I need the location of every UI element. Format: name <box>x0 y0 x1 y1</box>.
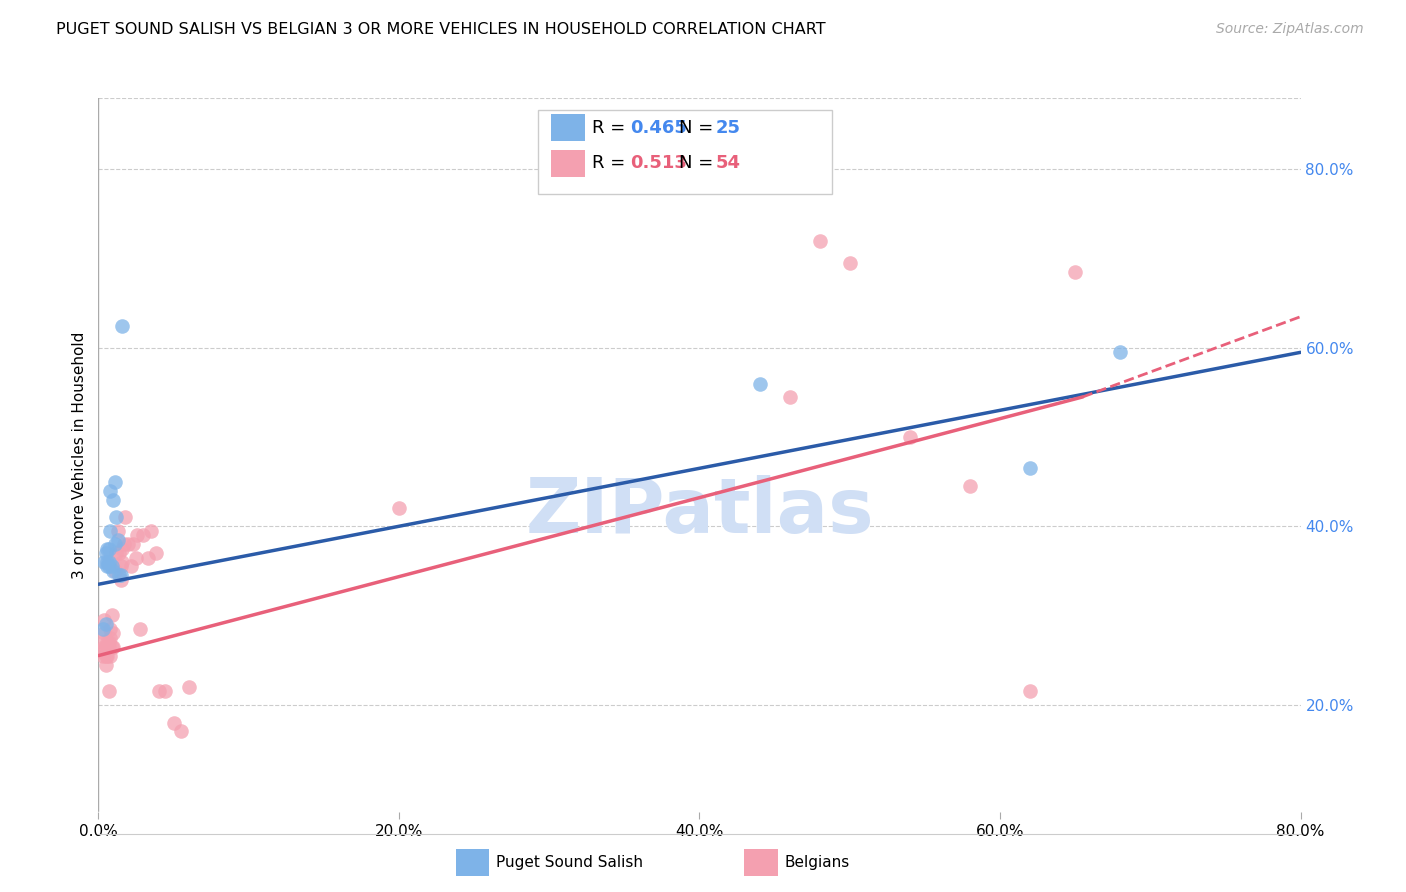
Point <box>898 430 921 444</box>
Point <box>100 622 122 636</box>
Point <box>117 537 139 551</box>
Point <box>94 657 117 672</box>
Point <box>110 573 132 587</box>
Point <box>91 635 114 649</box>
Point <box>101 640 124 654</box>
Point <box>91 622 114 636</box>
Point <box>104 564 127 578</box>
Y-axis label: 3 or more Vehicles in Household: 3 or more Vehicles in Household <box>72 331 87 579</box>
Point <box>107 533 129 547</box>
Text: Belgians: Belgians <box>785 855 849 870</box>
Point <box>94 640 117 654</box>
Text: N =: N = <box>679 119 718 136</box>
Text: 0.465: 0.465 <box>630 119 686 136</box>
Point <box>127 528 149 542</box>
Point <box>103 626 125 640</box>
Text: R =: R = <box>592 154 631 172</box>
Point <box>111 541 134 556</box>
Point <box>105 510 128 524</box>
Point <box>101 559 124 574</box>
Point <box>114 510 136 524</box>
Text: N =: N = <box>679 154 718 172</box>
Point <box>100 483 122 498</box>
Point <box>105 546 128 560</box>
Point <box>110 559 132 574</box>
Point <box>101 608 124 623</box>
Point <box>94 546 117 560</box>
Point <box>93 640 115 654</box>
Point <box>779 390 801 404</box>
Point <box>97 541 120 556</box>
Point <box>108 546 131 560</box>
Point <box>1019 684 1042 698</box>
Point <box>132 528 155 542</box>
Point <box>177 680 200 694</box>
Point <box>96 559 118 574</box>
Point <box>103 640 125 654</box>
Point <box>112 537 135 551</box>
Point <box>91 648 114 663</box>
Text: 0.513: 0.513 <box>630 154 686 172</box>
Point <box>129 622 152 636</box>
Point <box>1019 461 1042 475</box>
Point <box>93 555 115 569</box>
Point <box>94 617 117 632</box>
Text: PUGET SOUND SALISH VS BELGIAN 3 OR MORE VEHICLES IN HOUSEHOLD CORRELATION CHART: PUGET SOUND SALISH VS BELGIAN 3 OR MORE … <box>56 22 825 37</box>
Point <box>100 648 122 663</box>
Point <box>97 640 120 654</box>
Point <box>959 479 981 493</box>
Point <box>145 546 167 560</box>
Point <box>748 376 770 391</box>
Point <box>148 684 170 698</box>
Point <box>97 635 120 649</box>
Point <box>96 555 118 569</box>
Text: ZIPatlas: ZIPatlas <box>526 475 873 549</box>
Point <box>97 555 120 569</box>
Text: R =: R = <box>592 119 631 136</box>
Point <box>139 524 162 538</box>
Point <box>1109 345 1132 359</box>
Point <box>111 318 134 333</box>
Point <box>153 684 176 698</box>
Point <box>96 541 118 556</box>
Point <box>103 564 125 578</box>
Point <box>111 555 134 569</box>
Point <box>104 475 127 489</box>
Point <box>108 568 131 582</box>
Point <box>100 524 122 538</box>
Text: 25: 25 <box>716 119 741 136</box>
Point <box>97 684 120 698</box>
Point <box>93 626 115 640</box>
Point <box>125 550 148 565</box>
Text: 54: 54 <box>716 154 741 172</box>
Point <box>96 648 118 663</box>
Point <box>1064 265 1087 279</box>
Point <box>110 568 132 582</box>
Point <box>97 559 120 574</box>
Point <box>121 559 143 574</box>
Point <box>170 724 193 739</box>
Point <box>838 256 860 270</box>
Point <box>103 492 125 507</box>
Point <box>93 613 115 627</box>
Point <box>107 524 129 538</box>
Point <box>90 644 112 658</box>
Text: Source: ZipAtlas.com: Source: ZipAtlas.com <box>1216 22 1364 37</box>
Point <box>388 501 411 516</box>
Point <box>136 550 159 565</box>
Point <box>96 635 118 649</box>
Point <box>122 537 145 551</box>
Point <box>808 234 831 248</box>
Point <box>94 648 117 663</box>
Point <box>104 537 127 551</box>
Point <box>100 631 122 645</box>
Text: Puget Sound Salish: Puget Sound Salish <box>496 855 644 870</box>
Point <box>162 715 184 730</box>
